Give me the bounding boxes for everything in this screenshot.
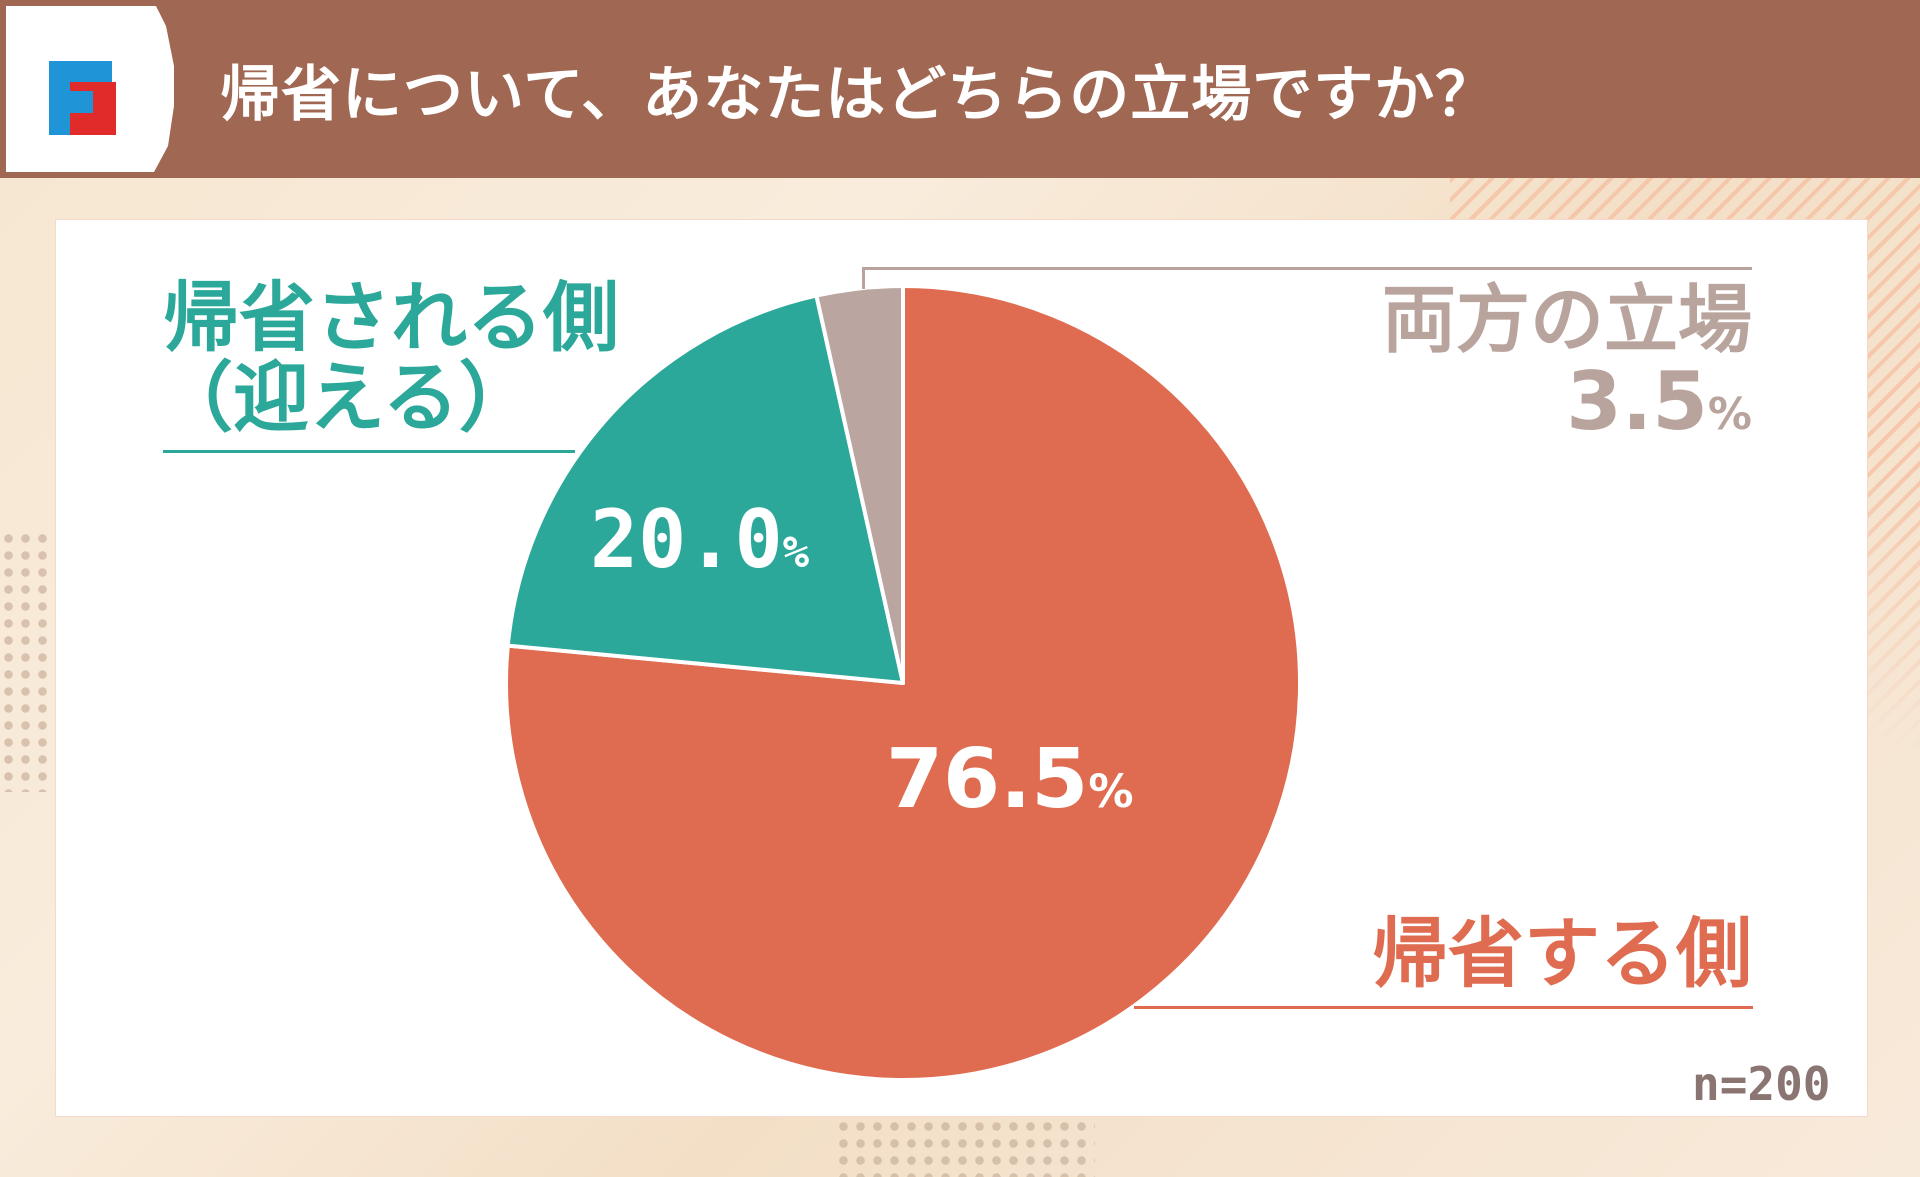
visiting-pct-unit: %: [1088, 765, 1134, 818]
pct-hosting: 20.0%: [590, 495, 809, 598]
both-pct-unit: %: [1707, 389, 1752, 440]
label-both-pct: 3.5%: [1500, 360, 1752, 457]
label-hosting-line1: 帰省される側: [163, 273, 619, 362]
chart-title: 帰省について、あなたはどちらの立場ですか？: [220, 60, 1497, 130]
label-both: 両方の立場: [1382, 277, 1752, 363]
slice-both: [814, 284, 905, 685]
pct-visiting: 76.5%: [886, 730, 1134, 842]
label-visiting: 帰省する側: [1372, 909, 1752, 998]
label-hosting-line2: （迎える）: [157, 353, 535, 442]
sample-size: n=200: [1692, 1057, 1831, 1111]
visiting-pct-value: 76.5: [886, 732, 1089, 827]
hosting-pct-value: 20.0: [590, 493, 783, 586]
both-pct-value: 3.5: [1566, 355, 1708, 448]
leader-line-both: [863, 267, 1752, 270]
label-hosting: 帰省される側 （迎える）: [157, 278, 619, 438]
decorative-dots-left: [0, 530, 56, 792]
leader-line-hosting: [163, 450, 575, 453]
header-bar: 帰省について、あなたはどちらの立場ですか？: [0, 0, 1920, 178]
leader-line-visiting: [1134, 1006, 1753, 1009]
hosting-pct-unit: %: [782, 527, 810, 578]
leader-line-both-tick: [862, 267, 865, 289]
ff-logo-icon: [49, 61, 116, 135]
slice-hosting: [505, 293, 905, 685]
decorative-dots-bottom: [835, 1118, 1095, 1177]
